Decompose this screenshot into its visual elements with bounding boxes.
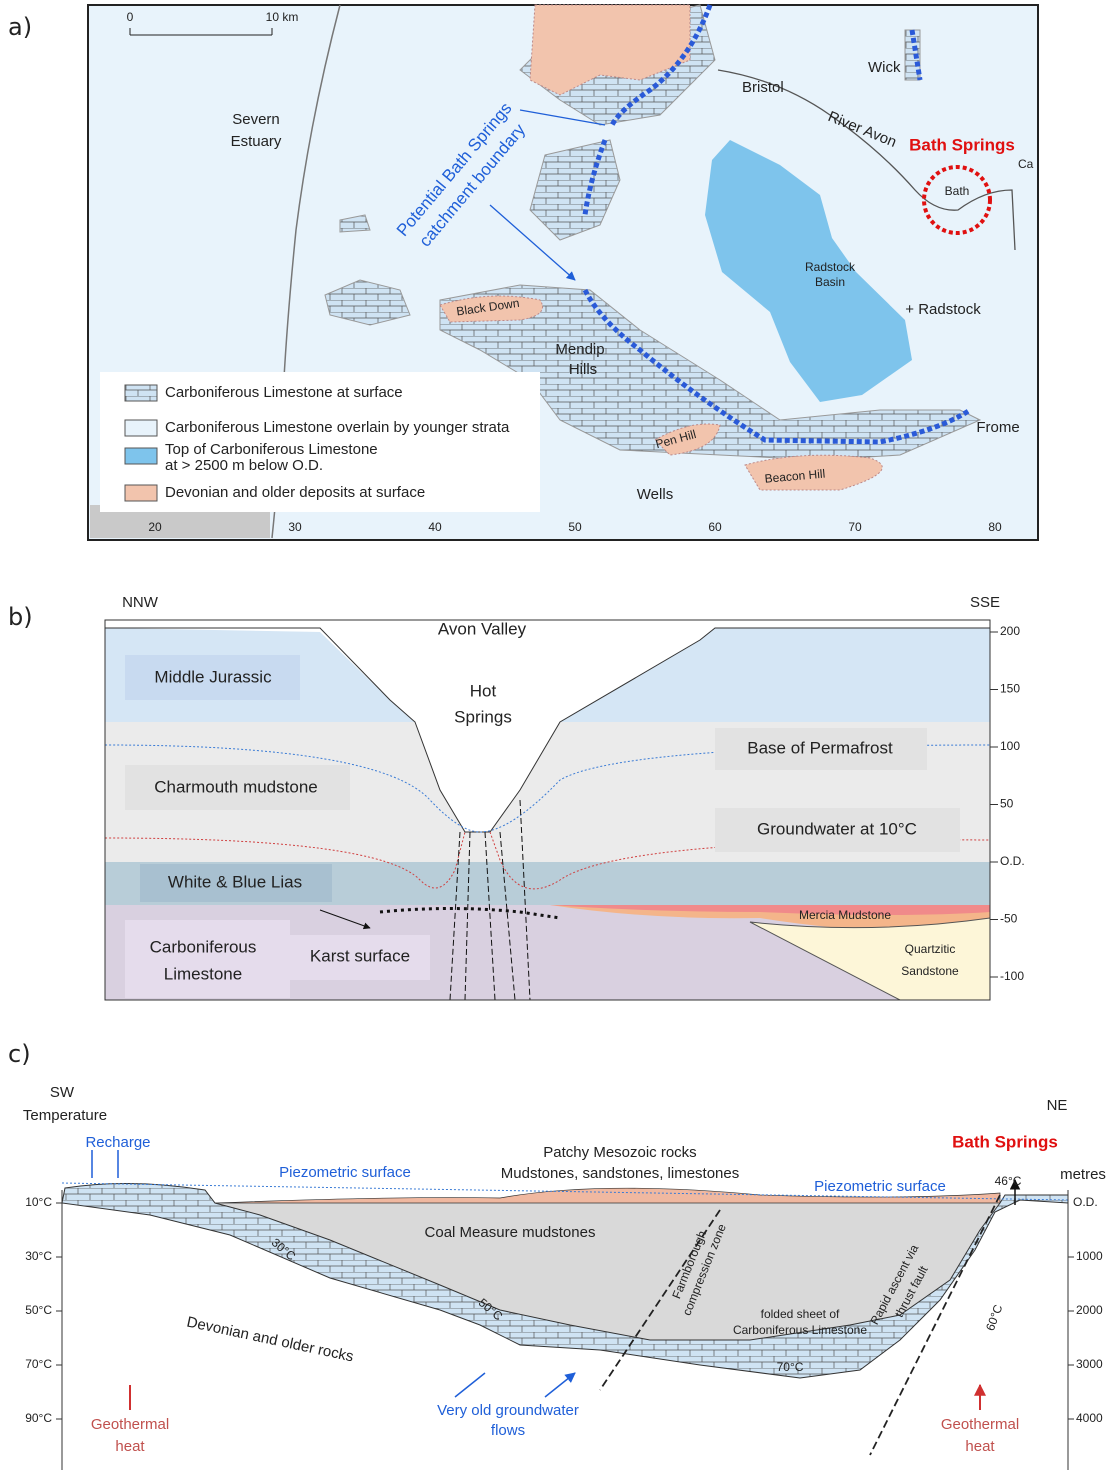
label: 50°C xyxy=(25,1303,52,1317)
label: Hot xyxy=(470,681,497,700)
label: Radstock xyxy=(805,260,856,274)
label: 150 xyxy=(1000,682,1020,696)
label: Carboniferous xyxy=(150,937,257,956)
label: Hills xyxy=(569,361,597,378)
label: White & Blue Lias xyxy=(168,872,302,891)
label: Groundwater at 10°C xyxy=(757,819,917,838)
label: Temperature xyxy=(23,1107,107,1124)
label: heat xyxy=(115,1438,145,1455)
label: 4000 xyxy=(1076,1411,1103,1425)
label: 60 xyxy=(708,520,722,534)
label: Quartzitic xyxy=(905,942,956,956)
label: Mendip xyxy=(555,341,604,358)
label: Middle Jurassic xyxy=(154,667,272,686)
label: 50 xyxy=(1000,797,1014,811)
label: 90°C xyxy=(25,1411,52,1425)
label: Geothermal xyxy=(941,1416,1019,1433)
label: Wells xyxy=(637,486,673,503)
figure: a)010 kmSevernEstuaryBristolWickRiver Av… xyxy=(0,0,1108,1473)
legend-swatch xyxy=(125,420,157,436)
label: 20 xyxy=(148,520,162,534)
label: NE xyxy=(1047,1097,1068,1114)
legend-swatch xyxy=(125,485,157,501)
label: Avon Valley xyxy=(438,619,527,638)
label: 2000 xyxy=(1076,1303,1103,1317)
label: Estuary xyxy=(231,133,282,150)
label: 0 xyxy=(127,10,134,24)
label: Mudstones, sandstones, limestones xyxy=(501,1165,739,1182)
label: Patchy Mesozoic rocks xyxy=(543,1144,696,1161)
label: Limestone xyxy=(164,964,242,983)
label: O.D. xyxy=(1000,854,1025,868)
label: flows xyxy=(491,1422,525,1439)
label: Recharge xyxy=(85,1134,150,1151)
label: 10°C xyxy=(25,1195,52,1209)
label: + Radstock xyxy=(905,301,981,318)
label: 80 xyxy=(988,520,1002,534)
label: Geothermal xyxy=(91,1416,169,1433)
label: O.D. xyxy=(1073,1195,1098,1209)
legend-swatch xyxy=(125,448,157,464)
label: 70°C xyxy=(25,1357,52,1371)
label: folded sheet of xyxy=(761,1307,840,1321)
legend-swatch xyxy=(125,385,157,401)
label: 100 xyxy=(1000,739,1020,753)
label: 70°C xyxy=(777,1360,804,1374)
label: Base of Permafrost xyxy=(747,738,893,757)
section-c xyxy=(62,1150,1068,1470)
label: SW xyxy=(50,1084,75,1101)
label: Piezometric surface xyxy=(279,1164,411,1181)
label: Bristol xyxy=(742,79,784,96)
label: 50 xyxy=(568,520,582,534)
label: Bath xyxy=(945,184,970,198)
label: -50 xyxy=(1000,912,1018,926)
label: 30 xyxy=(288,520,302,534)
label: Carboniferous Limestone xyxy=(733,1323,867,1337)
label: Severn xyxy=(232,111,280,128)
label: -100 xyxy=(1000,969,1024,983)
label: Karst surface xyxy=(310,946,410,965)
label: Ca xyxy=(1018,157,1034,171)
label: 30°C xyxy=(25,1249,52,1263)
label: Devonian and older rocks xyxy=(185,1313,355,1365)
label: metres xyxy=(1060,1166,1106,1183)
label: Very old groundwater xyxy=(437,1402,579,1419)
label: Basin xyxy=(815,275,845,289)
label: Bath Springs xyxy=(952,1132,1058,1151)
label: 70 xyxy=(848,520,862,534)
label: Frome xyxy=(976,419,1019,436)
label: Wick xyxy=(868,59,901,76)
label: 1000 xyxy=(1076,1249,1103,1263)
label: Devonian and older deposits at surface xyxy=(165,484,425,501)
label: b) xyxy=(8,603,33,631)
label: SSE xyxy=(970,594,1000,611)
label: Sandstone xyxy=(901,964,959,978)
label: Top of Carboniferous Limestone xyxy=(165,441,378,458)
label: 10 km xyxy=(266,10,299,24)
label: 40 xyxy=(428,520,442,534)
label: 200 xyxy=(1000,624,1020,638)
label: at > 2500 m below O.D. xyxy=(165,457,323,474)
label: Carboniferous Limestone at surface xyxy=(165,384,403,401)
label-box xyxy=(125,920,290,998)
label: Charmouth mudstone xyxy=(154,777,317,796)
label: 3000 xyxy=(1076,1357,1103,1371)
label: Mercia Mudstone xyxy=(799,908,891,922)
label: 46°C xyxy=(995,1174,1022,1188)
label: Bath Springs xyxy=(909,135,1015,154)
label: Piezometric surface xyxy=(814,1178,946,1195)
label: a) xyxy=(8,13,32,41)
label: Carboniferous Limestone overlain by youn… xyxy=(165,419,510,436)
label: NNW xyxy=(122,594,159,611)
label: Coal Measure mudstones xyxy=(425,1224,596,1241)
label: c) xyxy=(8,1040,31,1068)
label: heat xyxy=(965,1438,995,1455)
label: Springs xyxy=(454,707,512,726)
label: 60°C xyxy=(983,1302,1005,1332)
